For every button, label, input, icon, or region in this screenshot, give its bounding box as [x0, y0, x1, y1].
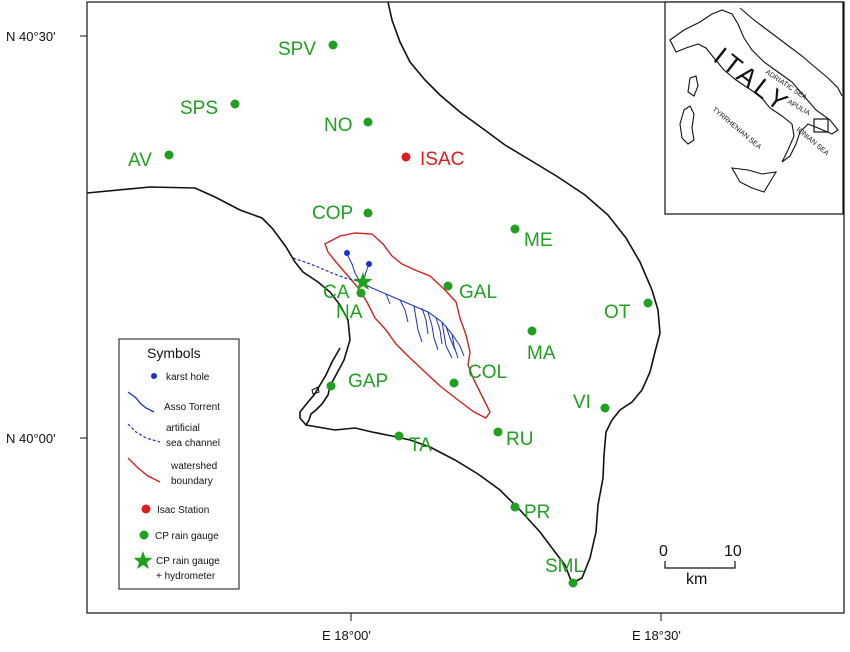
lon-label-right: E 18°30'	[632, 628, 681, 643]
lat-label-bottom: N 40°00'	[6, 431, 56, 446]
station-marker-CA	[353, 272, 373, 290]
legend-torrent-label: Asso Torrent	[164, 402, 220, 413]
station-marker-OT	[643, 298, 653, 308]
station-marker-SPV	[328, 40, 338, 50]
karst-hole-marker	[344, 250, 350, 256]
station-marker-TA	[394, 431, 404, 441]
legend-rain-gauge-symbol	[139, 530, 149, 540]
legend-channel-symbol	[127, 423, 161, 443]
station-label-OT: OT	[604, 302, 631, 323]
scale-unit-label: km	[686, 571, 707, 588]
station-label-MA: MA	[527, 343, 556, 364]
station-label-GAP: GAP	[348, 371, 388, 392]
legend-hydrometer-symbol	[133, 551, 153, 569]
legend-hydrometer-label-1: CP rain gauge	[156, 556, 220, 567]
station-label-COL: COL	[468, 362, 507, 383]
station-label-NO: NO	[324, 115, 353, 136]
station-label-COP: COP	[312, 203, 353, 224]
lon-label-left: E 18°00'	[322, 628, 371, 643]
legend-box	[118, 338, 240, 590]
legend-watershed-symbol	[127, 457, 161, 483]
station-label-RU: RU	[506, 429, 533, 450]
sicily-outline	[730, 167, 778, 193]
station-marker-SPS	[230, 99, 240, 109]
station-marker-GAL	[443, 281, 453, 291]
station-marker-COL	[449, 378, 459, 388]
legend-karst-hole-label: karst hole	[166, 372, 210, 383]
station-label-TA: TA	[409, 435, 432, 456]
station-marker-VI	[600, 403, 610, 413]
inset-frame	[664, 1, 844, 215]
station-marker-RU	[493, 427, 503, 437]
corsica-outline	[687, 75, 699, 97]
station-label-VI: VI	[573, 392, 591, 413]
lat-label-top: N 40°30'	[6, 29, 56, 44]
station-marker-AV	[164, 150, 174, 160]
legend-title: Symbols	[147, 345, 201, 361]
sardinia-outline	[679, 105, 695, 145]
station-label-PR: PR	[524, 502, 550, 523]
italy-outline	[669, 9, 839, 163]
station-marker-MA	[527, 326, 537, 336]
station-marker-SML	[568, 578, 578, 588]
legend-watershed-label-1: watershed	[170, 461, 217, 472]
legend-channel-label-1: artificial	[166, 423, 200, 434]
station-label-ISAC: ISAC	[420, 149, 464, 170]
station-label-SML: SML	[545, 556, 584, 577]
scale-end-label: 10	[724, 543, 742, 560]
karst-hole-marker	[366, 261, 372, 267]
station-label-ME: ME	[524, 230, 553, 251]
coastline	[86, 1, 661, 585]
legend-hydrometer-label-2: + hydrometer	[156, 571, 216, 582]
station-marker-NO	[363, 117, 373, 127]
station-label-GAL: GAL	[459, 282, 497, 303]
station-marker-PR	[510, 502, 520, 512]
station-label-AV: AV	[128, 150, 152, 171]
legend-karst-hole-symbol	[151, 373, 157, 379]
station-label-CA: CA	[323, 282, 350, 303]
legend-channel-label-2: sea channel	[166, 438, 220, 449]
scale-bar: 0 10 km	[659, 543, 742, 588]
scale-start-label: 0	[659, 543, 668, 560]
station-markers	[164, 40, 653, 588]
artificial-sea-channel	[292, 257, 359, 282]
legend-torrent-symbol	[127, 391, 155, 413]
station-label-SPS: SPS	[180, 98, 218, 119]
study-area-box	[813, 118, 829, 133]
legend-rain-gauge-label: CP rain gauge	[155, 531, 219, 542]
inset-map-italy: ITALY ADRIATIC SEA APULIA TYRRHENIAN SEA…	[664, 1, 844, 215]
station-marker-NA	[356, 288, 366, 298]
legend: Symbols karst hole Asso Torrent artifici…	[118, 338, 240, 590]
station-marker-ME	[510, 224, 520, 234]
station-labels: SPV SPS NO AV ISAC COP ME GAL CA NA OT M…	[128, 39, 631, 577]
station-marker-ISAC	[401, 152, 411, 162]
watershed-boundary	[324, 232, 491, 419]
legend-isac-label: Isac Station	[157, 505, 209, 516]
legend-watershed-label-2: boundary	[171, 476, 213, 487]
axis-ticks	[80, 35, 662, 621]
station-label-NA: NA	[336, 302, 363, 323]
station-label-SPV: SPV	[278, 39, 316, 60]
balkan-coast	[739, 7, 843, 97]
station-marker-COP	[363, 208, 373, 218]
station-marker-GAP	[326, 381, 336, 391]
legend-isac-symbol	[141, 504, 151, 514]
islet	[311, 386, 320, 395]
